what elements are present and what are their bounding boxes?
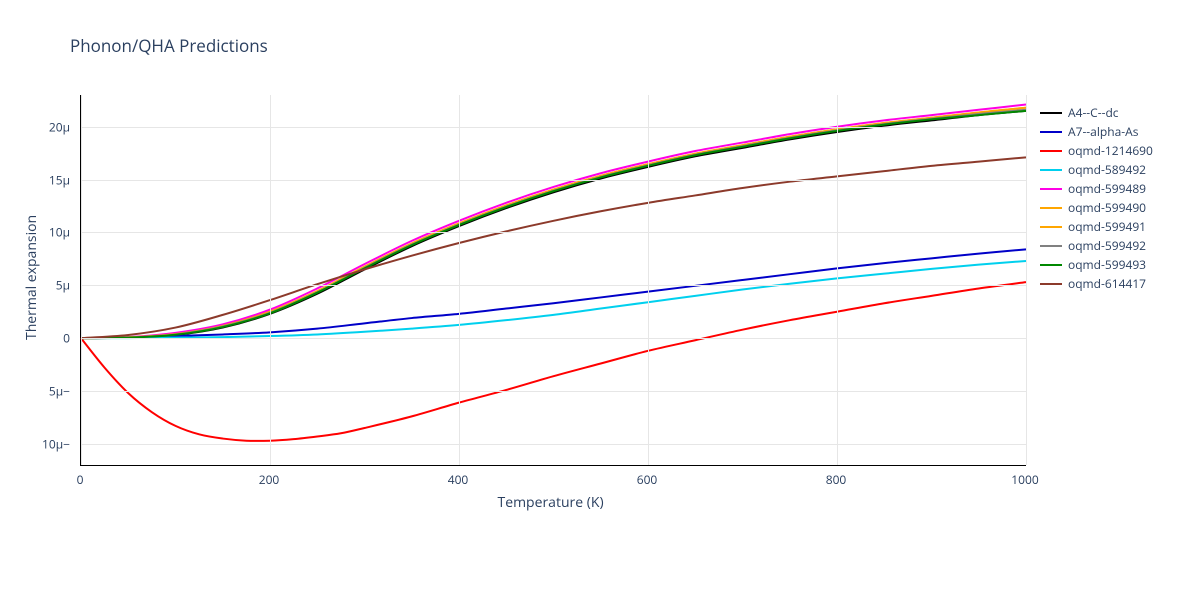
gridline-vertical: [837, 95, 838, 465]
x-tick-label: 0: [77, 471, 84, 488]
legend-swatch: [1040, 283, 1062, 285]
legend-label: oqmd-599490: [1068, 199, 1146, 216]
gridline-vertical: [270, 95, 271, 465]
gridline-vertical: [459, 95, 460, 465]
y-axis-label: Thermal expansion: [22, 215, 41, 340]
x-tick-label: 400: [448, 471, 469, 488]
legend-label: oqmd-599491: [1068, 218, 1146, 235]
gridline-horizontal: [81, 444, 1026, 445]
legend-label: oqmd-599493: [1068, 256, 1146, 273]
gridline-vertical: [1026, 95, 1027, 465]
gridline-vertical: [648, 95, 649, 465]
chart-title: Phonon/QHA Predictions: [70, 34, 268, 57]
legend-swatch: [1040, 226, 1062, 228]
legend-item[interactable]: A7--alpha-As: [1040, 122, 1153, 141]
legend-item[interactable]: oqmd-599489: [1040, 179, 1153, 198]
legend-label: A7--alpha-As: [1068, 123, 1138, 140]
legend-label: oqmd-1214690: [1068, 142, 1153, 159]
gridline-horizontal: [81, 232, 1026, 233]
legend-swatch: [1040, 150, 1062, 152]
gridline-horizontal: [81, 285, 1026, 286]
x-axis-label: Temperature (K): [498, 493, 604, 512]
plot-area[interactable]: [80, 95, 1026, 466]
legend-swatch: [1040, 131, 1062, 133]
x-tick-label: 600: [637, 471, 658, 488]
x-tick-label: 200: [259, 471, 280, 488]
gridline-horizontal: [81, 391, 1026, 392]
legend-swatch: [1040, 112, 1062, 114]
legend-item[interactable]: oqmd-1214690: [1040, 141, 1153, 160]
gridline-horizontal: [81, 180, 1026, 181]
legend-item[interactable]: oqmd-589492: [1040, 160, 1153, 179]
trace-oqmd-614417[interactable]: [81, 157, 1026, 338]
legend-label: oqmd-589492: [1068, 161, 1146, 178]
legend-label: oqmd-599492: [1068, 237, 1146, 254]
legend: A4--C--dc A7--alpha-As oqmd-1214690 oqmd-58…: [1040, 103, 1153, 293]
legend-swatch: [1040, 188, 1062, 190]
gridline-horizontal: [81, 338, 1026, 339]
legend-label: oqmd-599489: [1068, 180, 1146, 197]
legend-label: A4--C--dc: [1068, 104, 1119, 121]
legend-item[interactable]: oqmd-599490: [1040, 198, 1153, 217]
legend-item[interactable]: oqmd-599491: [1040, 217, 1153, 236]
legend-swatch: [1040, 264, 1062, 266]
gridline-horizontal: [81, 127, 1026, 128]
legend-label: oqmd-614417: [1068, 275, 1146, 292]
x-tick-label: 1000: [1011, 471, 1038, 488]
legend-item[interactable]: oqmd-599492: [1040, 236, 1153, 255]
legend-swatch: [1040, 169, 1062, 171]
x-tick-label: 800: [826, 471, 847, 488]
legend-swatch: [1040, 245, 1062, 247]
legend-item[interactable]: A4--C--dc: [1040, 103, 1153, 122]
gridline-vertical: [81, 95, 82, 465]
legend-swatch: [1040, 207, 1062, 209]
legend-item[interactable]: oqmd-614417: [1040, 274, 1153, 293]
trace-oqmd-1214690[interactable]: [81, 282, 1026, 441]
chart-traces: [81, 95, 1026, 465]
legend-item[interactable]: oqmd-599493: [1040, 255, 1153, 274]
